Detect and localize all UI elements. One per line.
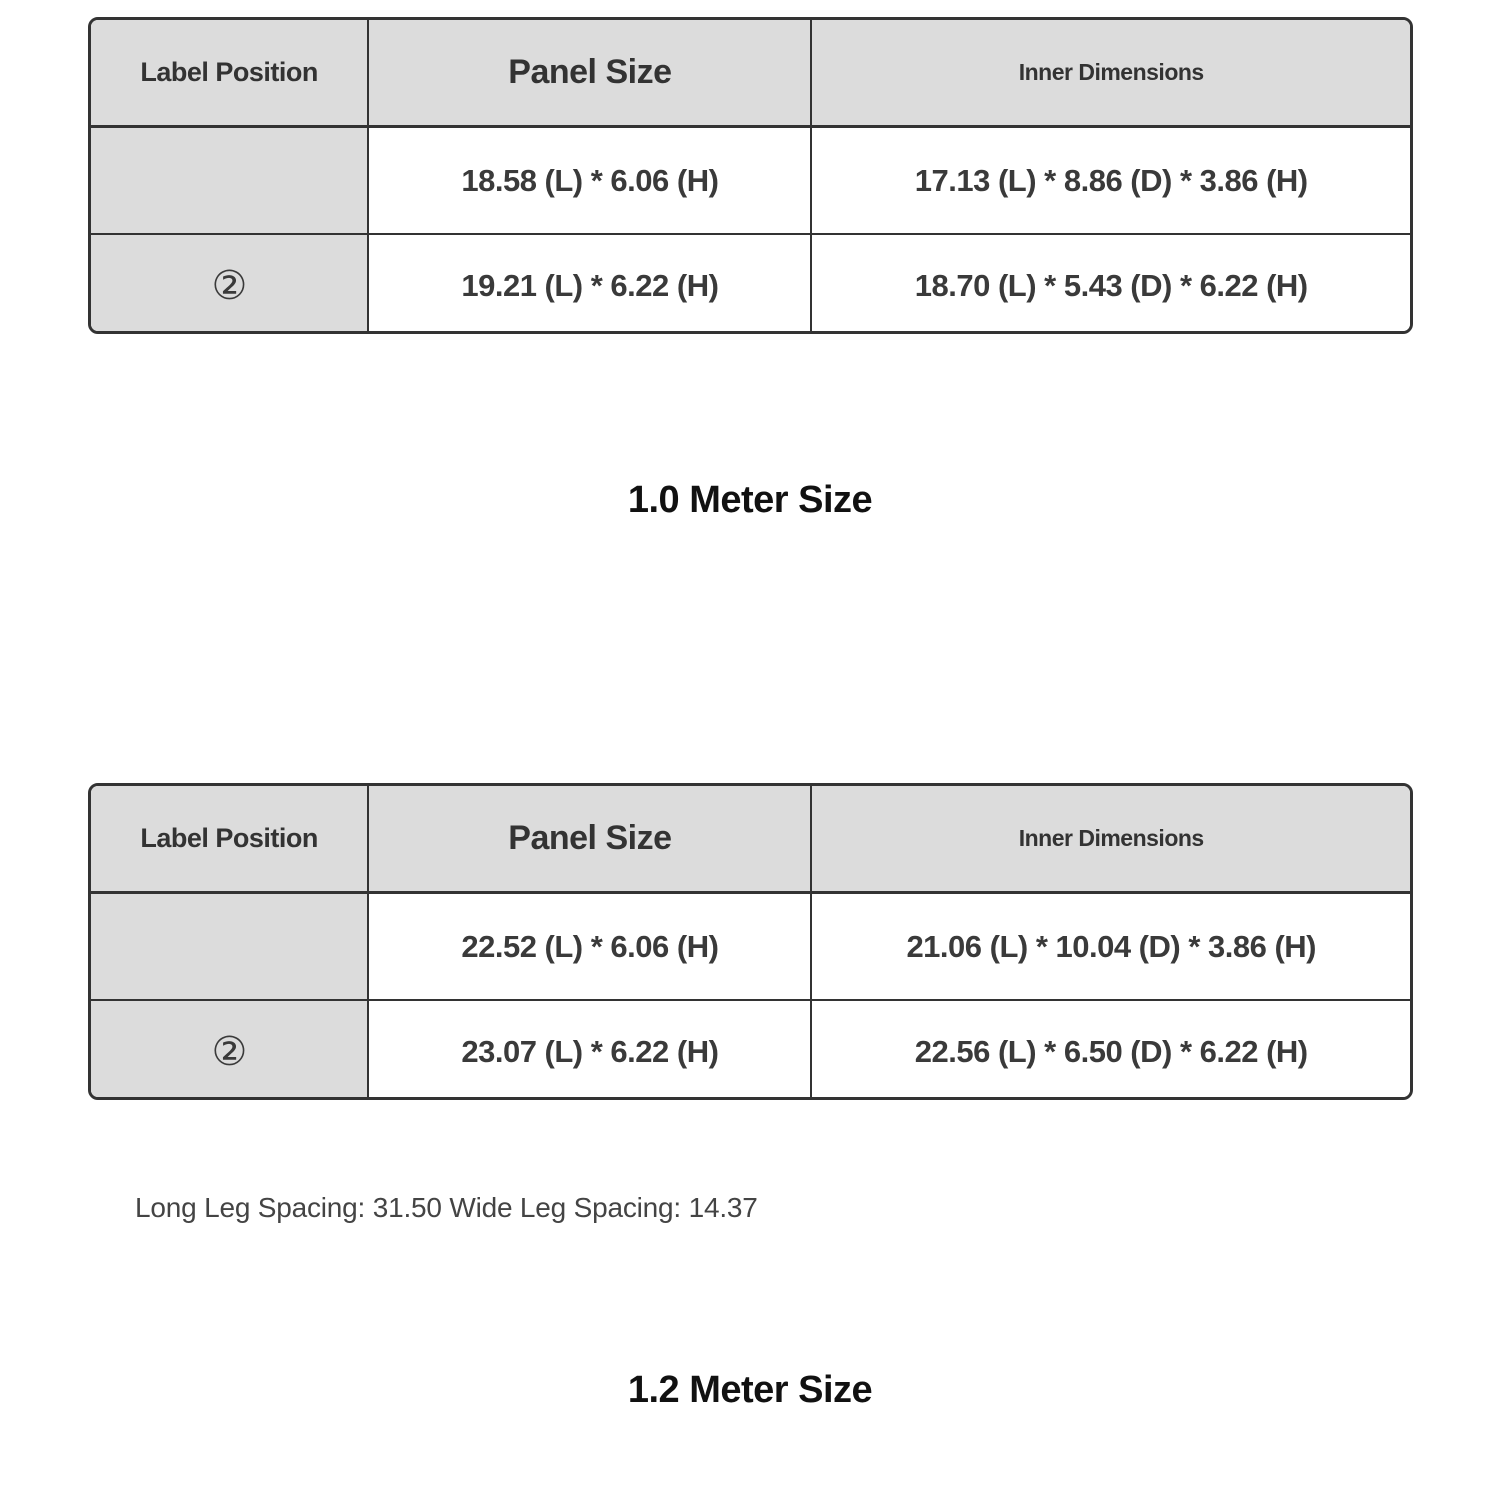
section-title-1-2-meter: 1.2 Meter Size	[627, 1369, 873, 1411]
size-table-1-0m: Label Position Panel Size Inner Dimensio…	[88, 17, 1413, 334]
column-header-label-position: Label Position	[91, 20, 370, 128]
column-header-label-position: Label Position	[91, 786, 370, 894]
size-table-1-2m: Label Position Panel Size Inner Dimensio…	[88, 783, 1413, 1100]
panel-size-value: 19.21 (L) * 6.22 (H)	[369, 235, 813, 331]
table-row-label-cell: ②	[91, 235, 370, 331]
column-header-panel-size: Panel Size	[369, 786, 813, 894]
inner-dimensions-value: 18.70 (L) * 5.43 (D) * 6.22 (H)	[812, 235, 1410, 331]
table-row-label-cell	[91, 128, 370, 235]
inner-dimensions-value: 21.06 (L) * 10.04 (D) * 3.86 (H)	[812, 894, 1410, 1001]
section-title-1-0-meter: 1.0 Meter Size	[627, 479, 873, 521]
inner-dimensions-value: 22.56 (L) * 6.50 (D) * 6.22 (H)	[812, 1001, 1410, 1097]
panel-size-value: 22.52 (L) * 6.06 (H)	[369, 894, 813, 1001]
column-header-inner-dimensions: Inner Dimensions	[812, 20, 1410, 128]
leg-spacing-note: Long Leg Spacing: 31.50 Wide Leg Spacing…	[135, 1192, 758, 1223]
panel-size-value: 23.07 (L) * 6.22 (H)	[369, 1001, 813, 1097]
column-header-inner-dimensions: Inner Dimensions	[812, 786, 1410, 894]
panel-size-value: 18.58 (L) * 6.06 (H)	[369, 128, 813, 235]
inner-dimensions-value: 17.13 (L) * 8.86 (D) * 3.86 (H)	[812, 128, 1410, 235]
column-header-panel-size: Panel Size	[369, 20, 813, 128]
table-row-label-cell: ②	[91, 1001, 370, 1097]
table-row-label-cell	[91, 894, 370, 1001]
